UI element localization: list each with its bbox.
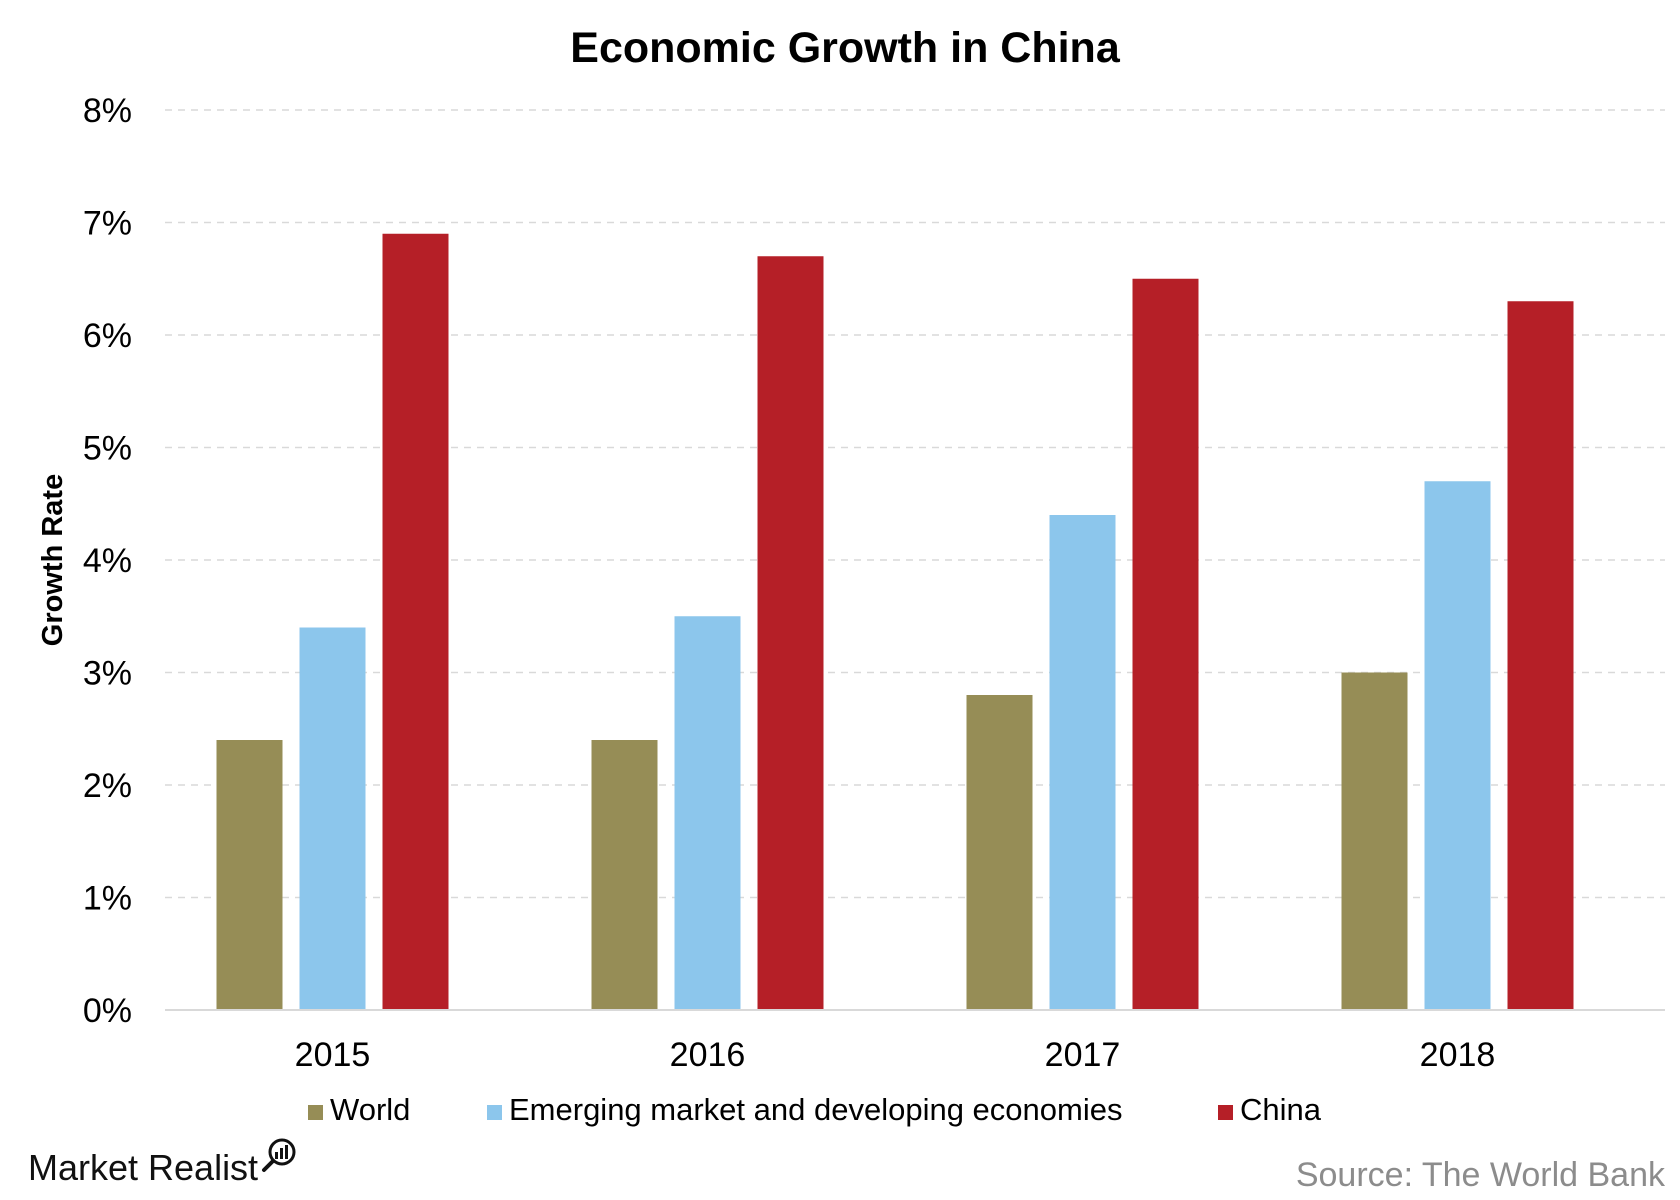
- bars: [216, 233, 1574, 1010]
- magnifier-chart-icon: [262, 1138, 296, 1172]
- y-tick-label: 4%: [83, 542, 132, 580]
- bar-2017-series-1: [966, 695, 1033, 1010]
- x-tick-label: 2017: [1045, 1036, 1121, 1074]
- logo-text: Market Realist: [28, 1147, 258, 1188]
- y-axis-ticks: 0% 1% 2% 3% 4% 5% 6% 7% 8%: [83, 92, 132, 1030]
- legend-label: Emerging market and developing economies: [509, 1092, 1122, 1127]
- bar-2018-series-1: [1341, 672, 1408, 1010]
- bar-2016-series-3: [757, 256, 824, 1010]
- y-axis-label: Growth Rate: [37, 474, 69, 646]
- y-tick-label: 1%: [83, 880, 132, 918]
- legend: World Emerging market and developing econ…: [308, 1092, 1322, 1127]
- x-tick-label: 2016: [670, 1036, 746, 1074]
- bar-2015-series-1: [216, 740, 283, 1010]
- y-tick-label: 6%: [83, 317, 132, 355]
- bar-2017-series-3: [1132, 278, 1199, 1010]
- y-tick-label: 3%: [83, 655, 132, 693]
- market-realist-logo: Market Realist: [28, 1138, 296, 1188]
- y-tick-label: 8%: [83, 92, 132, 130]
- legend-label: China: [1240, 1092, 1322, 1127]
- bar-2018-series-2: [1424, 481, 1491, 1010]
- bar-2016-series-2: [674, 616, 741, 1010]
- legend-swatch: [308, 1105, 323, 1120]
- bar-2016-series-1: [591, 740, 658, 1010]
- x-tick-label: 2018: [1420, 1036, 1496, 1074]
- bar-2018-series-3: [1507, 301, 1574, 1010]
- x-axis-ticks: 2015 2016 2017 2018: [295, 1036, 1496, 1074]
- bar-2017-series-2: [1049, 515, 1116, 1010]
- legend-swatch: [1218, 1105, 1233, 1120]
- legend-label: World: [330, 1092, 410, 1127]
- y-tick-label: 2%: [83, 767, 132, 805]
- y-tick-label: 5%: [83, 430, 132, 468]
- bar-2015-series-3: [382, 233, 449, 1010]
- y-tick-label: 7%: [83, 205, 132, 243]
- bar-2015-series-2: [299, 627, 366, 1010]
- x-tick-label: 2015: [295, 1036, 371, 1074]
- source-note: Source: The World Bank: [1296, 1156, 1666, 1194]
- y-tick-label: 0%: [83, 992, 132, 1030]
- chart-title: Economic Growth in China: [570, 24, 1121, 72]
- legend-swatch: [487, 1105, 502, 1120]
